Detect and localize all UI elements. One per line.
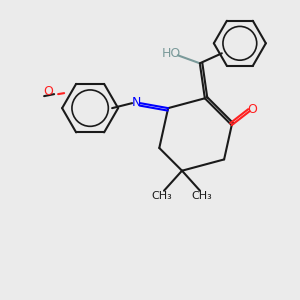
Text: HO: HO: [162, 47, 182, 60]
Text: N: N: [131, 96, 141, 109]
Text: CH₃: CH₃: [152, 191, 172, 201]
Text: O: O: [43, 85, 53, 98]
Text: O: O: [247, 103, 256, 116]
Text: CH₃: CH₃: [192, 191, 212, 201]
